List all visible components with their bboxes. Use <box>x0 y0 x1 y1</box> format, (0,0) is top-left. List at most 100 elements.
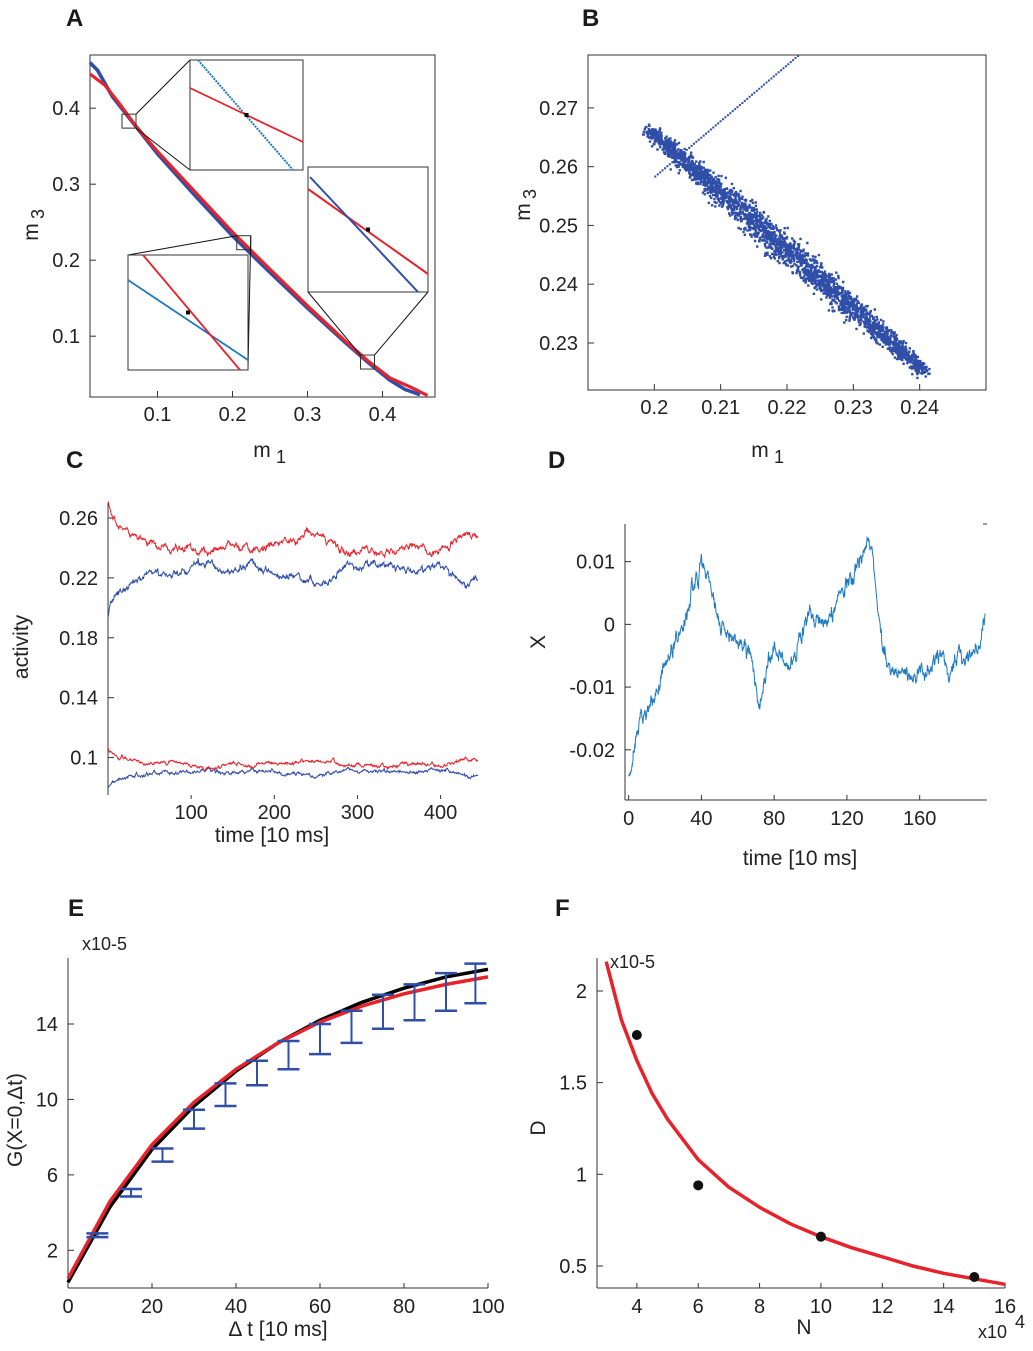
series-line-red <box>89 72 429 397</box>
scatter-cloud <box>642 123 931 380</box>
y-axis-tick-label: -0.01 <box>569 677 615 699</box>
upper-blue-trace <box>107 558 479 619</box>
y-axis-label: m <box>512 203 535 221</box>
x-axis-tick-label: 0.2 <box>640 397 668 419</box>
y-axis-tick-label: 6 <box>47 1165 58 1187</box>
x-tick-label: 300 <box>341 802 374 824</box>
data-point <box>693 1180 704 1191</box>
y-axis-tick-label: 0.14 <box>59 688 98 710</box>
x-trace <box>628 535 986 777</box>
x-tick-label: 20 <box>141 1296 163 1318</box>
y-axis-tick-label: 0 <box>604 614 615 636</box>
y-axis-tick-label: 2 <box>47 1240 58 1262</box>
upper-red-trace <box>107 501 479 559</box>
x-axis-tick-label: 0.1 <box>144 404 172 426</box>
red-curve <box>66 975 489 1280</box>
y-axis-tick-label: 0.22 <box>59 568 98 590</box>
y-axis-tick-label: 0.4 <box>52 98 80 120</box>
chart-d: 0 40 80 120 160 -0.02 -0.01 0 0.01 time [10 ms] X <box>527 523 987 870</box>
y-axis-tick-label: 0.1 <box>70 748 98 770</box>
x-tick-label: 4 <box>631 1296 642 1318</box>
x-tick-label: 80 <box>763 808 785 830</box>
inset-blue-line <box>309 176 419 293</box>
y-axis-tick-label: -0.02 <box>569 740 615 762</box>
chart-b: 0.2 0.21 0.22 0.23 0.24 0.23 0.24 0.25 0.26 0.27 m… <box>512 54 987 467</box>
x-tick-label: 12 <box>871 1296 893 1318</box>
panel-label-d: D <box>548 447 565 474</box>
inset-center-point <box>186 310 190 315</box>
y-axis-tick-label: 0.26 <box>539 157 578 179</box>
y-axis-label: D <box>527 1120 550 1135</box>
data-point <box>631 1030 642 1040</box>
x-tick-label: 8 <box>754 1296 765 1318</box>
y-axis-tick-label: 0.25 <box>539 215 578 237</box>
x-axis-label: time [10 ms] <box>215 824 329 847</box>
fit-curve <box>604 961 1006 1287</box>
x-axis-tick-label: 0.4 <box>369 404 397 426</box>
x-axis-exponent-sup: 4 <box>1015 1312 1025 1332</box>
chart-c: 100 200 300 400 0.1 0.14 0.18 0.22 0.26 time [10 … <box>10 501 479 847</box>
data-point <box>815 1231 826 1242</box>
y-axis-label: m <box>20 223 43 241</box>
inset-center-point <box>366 227 370 232</box>
x-tick-label: 120 <box>830 808 863 830</box>
y-axis-tick-label: 2 <box>576 981 587 1003</box>
panel-label-e: E <box>68 895 84 922</box>
chart-a: 0.1 0.2 0.3 0.40.10.20.30.4m 1m3 <box>20 54 436 467</box>
x-tick-label: 160 <box>903 808 936 830</box>
inset-blue-line <box>127 279 249 361</box>
x-tick-label: 40 <box>690 808 712 830</box>
y-axis-tick-label: 0.27 <box>539 98 578 120</box>
inset-center-point <box>244 113 249 117</box>
zoom-connector <box>135 59 191 115</box>
x-axis-tick-label: 0.21 <box>701 397 740 419</box>
x-axis-tick-label: 0.23 <box>834 397 873 419</box>
x-axis-label-sub: 1 <box>276 447 286 467</box>
x-axis-exponent: x10 <box>978 1322 1007 1342</box>
y-axis-tick-label: 0.5 <box>559 1256 587 1278</box>
x-tick-label: 40 <box>225 1296 247 1318</box>
panel-label-f: F <box>555 895 570 922</box>
x-tick-label: 100 <box>471 1296 504 1318</box>
zoom-connector <box>127 235 237 256</box>
x-tick-label: 60 <box>309 1296 331 1318</box>
x-axis-label-sub: 1 <box>774 447 784 467</box>
x-axis-label: N <box>796 1316 811 1339</box>
y-axis-exponent: x10-5 <box>610 952 655 972</box>
x-tick-label: 200 <box>258 802 291 824</box>
plot-frame <box>587 54 987 391</box>
x-axis-label: m <box>751 439 769 462</box>
x-tick-label: 80 <box>393 1296 415 1318</box>
x-tick-label: 16 <box>994 1296 1016 1318</box>
x-tick-label: 0 <box>62 1296 73 1318</box>
y-axis-tick-label: 0.1 <box>52 326 80 348</box>
x-axis-tick-label: 0.22 <box>768 397 807 419</box>
y-axis-tick-label: 0.2 <box>52 250 80 272</box>
y-axis-label: G(X=0,Δt) <box>4 1073 27 1167</box>
y-axis-tick-label: 0.01 <box>576 552 615 574</box>
chart-e: 0 20 40 60 80 100 2 6 10 14 x10-5 Δ t [10 ms] G(X=0,… <box>4 934 505 1341</box>
y-axis-label-sub: 3 <box>28 209 48 219</box>
y-axis-tick-label: 14 <box>36 1014 58 1036</box>
x-tick-label: 100 <box>174 802 207 824</box>
zoom-connector <box>307 291 361 356</box>
x-tick-label: 14 <box>933 1296 955 1318</box>
y-axis-tick-label: 0.26 <box>59 508 98 530</box>
y-axis-exponent: x10-5 <box>82 934 127 954</box>
panel-label-c: C <box>66 447 83 474</box>
y-axis-tick-label: 0.18 <box>59 628 98 650</box>
x-tick-label: 6 <box>693 1296 704 1318</box>
zoom-connector <box>374 291 429 356</box>
black-curve <box>66 967 489 1284</box>
plot-frame <box>89 54 436 398</box>
y-axis-tick-label: 10 <box>36 1089 58 1111</box>
y-axis-tick-label: 1 <box>576 1164 587 1186</box>
y-axis-tick-label: 0.24 <box>539 274 578 296</box>
x-tick-label: 400 <box>424 802 457 824</box>
x-axis-label: m <box>253 439 271 462</box>
panel-label-a: A <box>66 5 83 32</box>
y-axis-tick-label: 1.5 <box>559 1073 587 1095</box>
x-tick-label: 0 <box>623 808 634 830</box>
zoom-box-2 <box>360 354 375 370</box>
